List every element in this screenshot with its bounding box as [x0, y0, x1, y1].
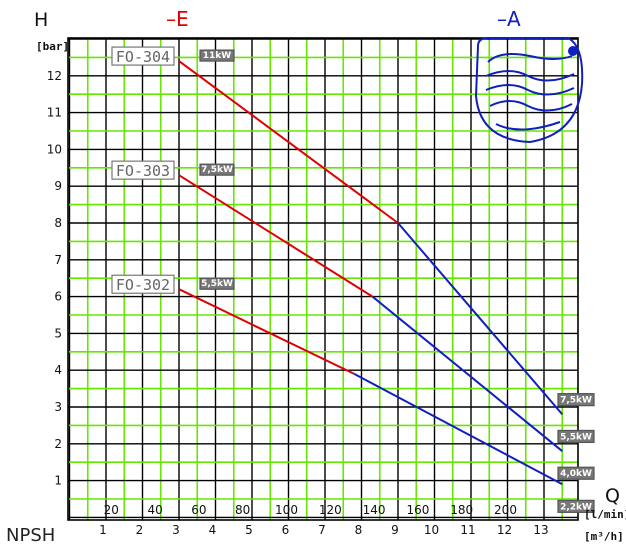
x-tick-label: 6	[282, 523, 290, 537]
x-tick-label-lmin: 100	[275, 503, 298, 517]
x-tick-label: 8	[355, 523, 363, 537]
x-tick-label: 4	[209, 523, 217, 537]
y-tick-label: 1	[54, 474, 62, 488]
motor-A-label: 5,5kW	[557, 429, 595, 444]
curve-E-fo-303	[178, 174, 374, 298]
motor-E-label-box	[199, 49, 235, 62]
x-tick-label-lmin: 20	[104, 503, 119, 517]
motor-A-label-text: 7,5kW	[560, 396, 592, 406]
motor-E-label-text: 7,5kW	[201, 165, 233, 175]
x-tick-label-lmin: 180	[450, 503, 473, 517]
x-tick-label: 13	[533, 523, 548, 537]
model-label-fo-304-text: FO-304	[116, 48, 170, 66]
labels: FO-304 11kW FO-303 7,5kW FO-302 5,5kW 7,5kW 5,5…	[111, 46, 595, 513]
legend-A: –A	[497, 7, 521, 31]
motor-A-label-box	[557, 393, 595, 407]
motor-A-label-text: 5,5kW	[560, 432, 592, 442]
model-label-fo-304: FO-304	[111, 46, 175, 66]
motor-E-label-box	[199, 163, 235, 176]
curves	[178, 60, 564, 486]
x-tick-label: 5	[245, 523, 253, 537]
model-label-fo-303: FO-303	[111, 160, 175, 180]
y-tick-label: 10	[47, 142, 62, 156]
model-label-fo-303-text: FO-303	[116, 162, 170, 180]
x-tick-label-lmin: 120	[319, 503, 342, 517]
x-tick-label-lmin: 40	[147, 503, 162, 517]
model-label-fo-303-box	[111, 160, 175, 180]
motor-E-label: 5,5kW	[199, 277, 235, 290]
y-tick-label: 2	[54, 437, 62, 451]
motor-E-label: 11kW	[199, 49, 235, 62]
x-tick-label: 10	[424, 523, 439, 537]
y-tick-label: 11	[47, 106, 62, 120]
curve-E-fo-302	[178, 288, 355, 375]
x-tick-label-lmin: 140	[363, 503, 386, 517]
motor-E-label-text: 11kW	[203, 51, 232, 61]
y-tick-label: 6	[54, 290, 62, 304]
motor-A-label-text: 4,0kW	[560, 469, 592, 479]
y-tick-label: 12	[47, 69, 62, 83]
npsh-label: NPSH	[6, 525, 55, 545]
motor-A-label-box	[557, 466, 595, 480]
x-tick-label: 2	[136, 523, 144, 537]
y-tick-label: 5	[54, 326, 62, 340]
x-tick-label: 1	[99, 523, 107, 537]
x-tick-label: 12	[497, 523, 512, 537]
y-axis-unit: [bar]	[36, 40, 69, 53]
curve-E-fo-304	[178, 60, 399, 224]
motor-A-label: 7,5kW	[557, 393, 595, 407]
y-tick-label: 4	[54, 363, 62, 377]
model-label-fo-302-text: FO-302	[116, 276, 170, 294]
x-tick-label: 7	[318, 523, 326, 537]
model-label-fo-302-box	[111, 274, 175, 294]
model-label-fo-304-box	[111, 46, 175, 66]
x-tick-label-lmin: 160	[406, 503, 429, 517]
pump-logo-icon	[474, 37, 584, 144]
x-tick-label: 3	[172, 523, 180, 537]
motor-A-label: 2,2kW	[557, 499, 595, 513]
motor-A-label: 4,0kW	[557, 466, 595, 480]
legend-E: –E	[166, 7, 189, 31]
motor-A-label-box	[557, 429, 595, 444]
curve-A-fo-304	[397, 222, 564, 416]
x-axis-symbol: Q	[605, 485, 620, 507]
plot-frame	[67, 37, 579, 521]
x-axis-unit-primary: [m³/h]	[584, 530, 624, 543]
motor-E-label: 7,5kW	[199, 163, 235, 176]
motor-E-label-box	[199, 277, 235, 290]
y-axis-symbol: H	[34, 9, 48, 31]
y-tick-label: 7	[54, 253, 62, 267]
x-tick-label-lmin: 60	[191, 503, 206, 517]
x-tick-label-lmin: 200	[494, 503, 517, 517]
motor-E-label-text: 5,5kW	[201, 279, 233, 289]
x-tick-label: 11	[460, 523, 475, 537]
x-tick-label-lmin: 80	[235, 503, 250, 517]
x-axis-unit-secondary: [l/min]	[584, 508, 626, 521]
motor-A-label-box	[557, 499, 595, 513]
y-tick-label: 8	[54, 216, 62, 230]
model-label-fo-302: FO-302	[111, 274, 175, 294]
x-tick-label: 9	[391, 523, 399, 537]
curve-A-fo-302	[353, 373, 563, 486]
motor-A-label-text: 2,2kW	[560, 502, 592, 512]
curve-A-fo-303	[371, 295, 563, 452]
y-tick-label: 9	[54, 179, 62, 193]
y-tick-label: 3	[54, 400, 62, 414]
